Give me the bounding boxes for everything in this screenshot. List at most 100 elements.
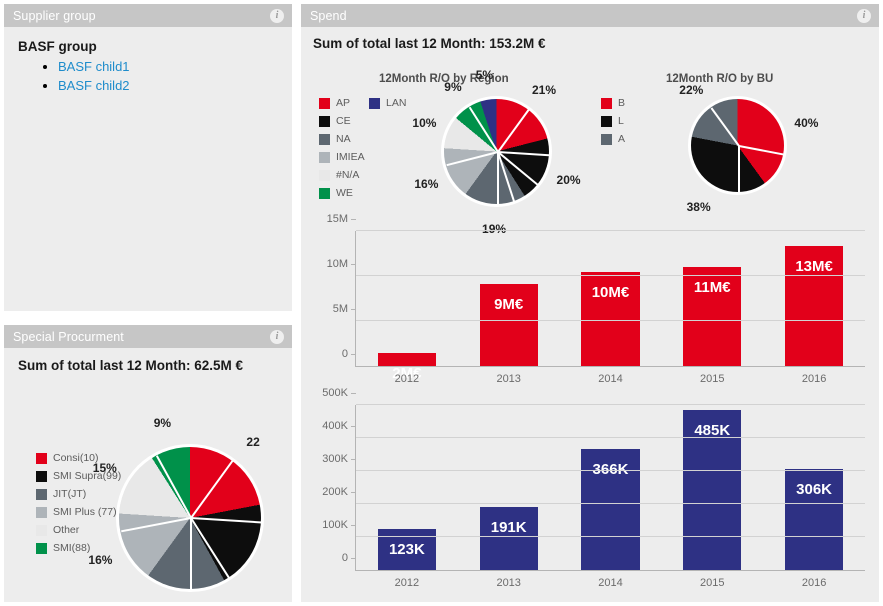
legend-swatch <box>601 115 612 127</box>
legend-label: L <box>618 115 624 127</box>
legend-item[interactable]: IMIEA <box>319 148 365 166</box>
supplier-group-header: Supplier group i <box>4 4 292 27</box>
y-axis-tick-label: 400K <box>322 420 356 432</box>
bar[interactable]: 306K <box>785 469 844 570</box>
special-procurement-title: Special Procurment <box>13 329 124 344</box>
supplier-group-panel: Supplier group i BASF group BASF child1 … <box>4 4 292 311</box>
pie-slice-divider <box>190 517 262 524</box>
pie-slice-divider <box>738 144 785 156</box>
legend-label: LAN <box>386 97 407 109</box>
supplier-child-link[interactable]: BASF child2 <box>58 78 130 93</box>
legend-label: SMI Supra(99) <box>53 470 122 482</box>
pie-graphic[interactable] <box>444 99 550 204</box>
gridline <box>356 275 865 276</box>
bar[interactable]: 11M€ <box>683 267 742 366</box>
legend-label: CE <box>336 115 351 127</box>
bar[interactable]: 2M€ <box>377 353 436 382</box>
gridline <box>356 503 865 504</box>
legend-swatch <box>369 97 380 109</box>
legend-swatch <box>36 452 47 464</box>
bar[interactable]: 191K <box>479 506 538 570</box>
bu-chart-title: 12Month R/O by BU <box>666 73 774 85</box>
bar[interactable]: 9M€ <box>479 284 538 366</box>
gridline <box>356 320 865 321</box>
pie-graphic[interactable] <box>119 447 262 589</box>
spend-title: Spend <box>310 8 347 23</box>
bar-value-label: 306K <box>796 481 832 499</box>
bar-value-label: 191K <box>490 518 527 536</box>
pie-value-label: 9% <box>153 415 172 430</box>
x-axis-tick-label: 2016 <box>801 373 827 385</box>
legend-item[interactable]: B <box>601 94 625 112</box>
gridline <box>356 230 865 231</box>
region-legend-column-1: AP CE NA IMIEA #N/A WE <box>319 94 365 202</box>
legend-item[interactable]: AP <box>319 94 365 112</box>
legend-item[interactable]: #N/A <box>319 166 365 184</box>
legend-swatch <box>319 169 330 181</box>
legend-label: Consi(10) <box>53 452 99 464</box>
special-procurement-summary: Sum of total last 12 Month: 62.5M € <box>18 358 244 373</box>
bar-slot: 11M€ 2015 <box>661 231 763 385</box>
legend-item[interactable]: CE <box>319 112 365 130</box>
legend-item[interactable]: SMI Plus (77) <box>36 503 121 521</box>
info-icon[interactable]: i <box>857 8 871 23</box>
legend-item[interactable]: WE <box>319 184 365 202</box>
info-icon[interactable]: i <box>270 329 284 344</box>
legend-item[interactable]: NA <box>319 130 365 148</box>
bar-slot: 306K 2016 <box>763 405 865 589</box>
supplier-child-list: BASF child1 BASF child2 <box>18 58 278 95</box>
legend-item[interactable]: Consi(10) <box>36 449 121 467</box>
bar-value-label: 13M€ <box>795 258 833 276</box>
legend-label: #N/A <box>336 169 360 181</box>
legend-swatch <box>36 524 47 536</box>
bar[interactable]: 13M€ <box>785 246 844 366</box>
x-axis-tick-label: 2014 <box>598 373 623 385</box>
spend-bar-chart: 2M€ 2012 9M€ 2013 10M€ 2014 11M€ 2015 13M€ 2016 0… <box>309 213 871 393</box>
x-axis-tick-label: 2012 <box>394 577 420 589</box>
plot-area: 123K 2012 191K 2013 366K 2014 485K 2015 306K 2016… <box>322 387 865 589</box>
legend-label: B <box>618 97 626 109</box>
legend-item[interactable]: Other <box>36 521 121 539</box>
y-axis-tick-label: 10M <box>327 258 357 270</box>
bar-slot: 13M€ 2016 <box>763 231 865 385</box>
spend-panel: Spend i Sum of total last 12 Month: 153.… <box>301 4 879 602</box>
y-axis-tick-label: 500K <box>322 387 356 399</box>
bar-slot: 123K 2012 <box>356 405 458 589</box>
plot-area: 2M€ 2012 9M€ 2013 10M€ 2014 11M€ 2015 13M€ 2016 0… <box>327 213 865 385</box>
legend-swatch <box>601 133 612 145</box>
x-axis-tick-label: 2015 <box>700 373 725 385</box>
bar-value-label: 10M€ <box>591 284 630 302</box>
legend-item[interactable]: A <box>601 130 625 148</box>
legend-label: NA <box>336 133 351 145</box>
legend-item[interactable]: SMI(88) <box>36 539 121 557</box>
supplier-group-body: BASF group BASF child1 BASF child2 <box>4 27 292 311</box>
gridline <box>356 470 865 471</box>
info-icon[interactable]: i <box>270 8 284 23</box>
x-axis-tick-label: 2014 <box>598 577 623 589</box>
pie-slice-divider <box>468 106 499 153</box>
supplier-child-link[interactable]: BASF child1 <box>58 59 130 74</box>
y-axis-tick-label: 5M <box>333 303 357 315</box>
pie-graphic[interactable] <box>691 99 785 192</box>
left-column: Supplier group i BASF group BASF child1 … <box>4 4 292 602</box>
pie-value-label: 15% <box>92 460 117 475</box>
y-axis-tick-label: 0 <box>342 552 357 564</box>
bar[interactable]: 10M€ <box>581 272 640 366</box>
bar-value-label: 9M€ <box>494 296 524 314</box>
legend-swatch <box>36 542 47 554</box>
legend-swatch <box>36 488 47 500</box>
pie-slice-divider <box>155 455 192 519</box>
legend-item[interactable]: JIT(JT) <box>36 485 121 503</box>
legend-label: IMIEA <box>336 151 365 163</box>
pie-value-label: 20% <box>556 173 581 188</box>
pie-slice-divider <box>737 145 740 192</box>
pie-value-label: 40% <box>794 116 819 131</box>
legend-swatch <box>36 506 47 518</box>
legend-item[interactable]: L <box>601 112 625 130</box>
legend-item[interactable]: LAN <box>369 94 406 112</box>
bar-slot: 485K 2015 <box>661 405 763 589</box>
legend-item[interactable]: SMI Supra(99) <box>36 467 121 485</box>
bar[interactable]: 366K <box>581 449 640 570</box>
bar[interactable]: 485K <box>683 409 742 570</box>
